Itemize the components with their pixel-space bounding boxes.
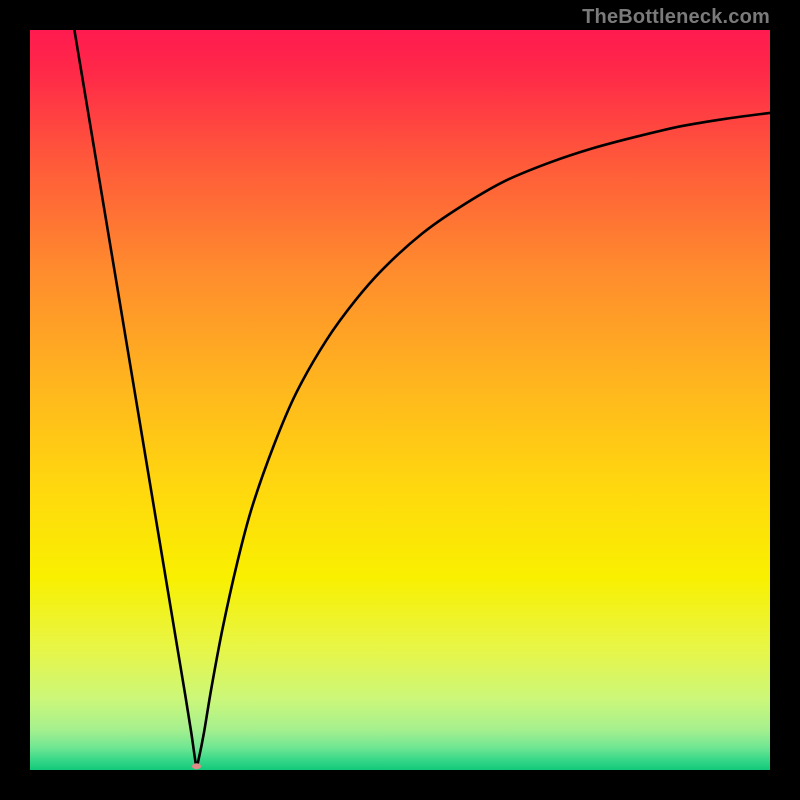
watermark-text: TheBottleneck.com: [582, 6, 770, 29]
plot-area: [30, 30, 770, 770]
gradient-background: [30, 30, 770, 770]
chart-svg: [30, 30, 770, 770]
figure-frame: TheBottleneck.com: [0, 0, 800, 800]
minimum-marker: [192, 763, 201, 769]
